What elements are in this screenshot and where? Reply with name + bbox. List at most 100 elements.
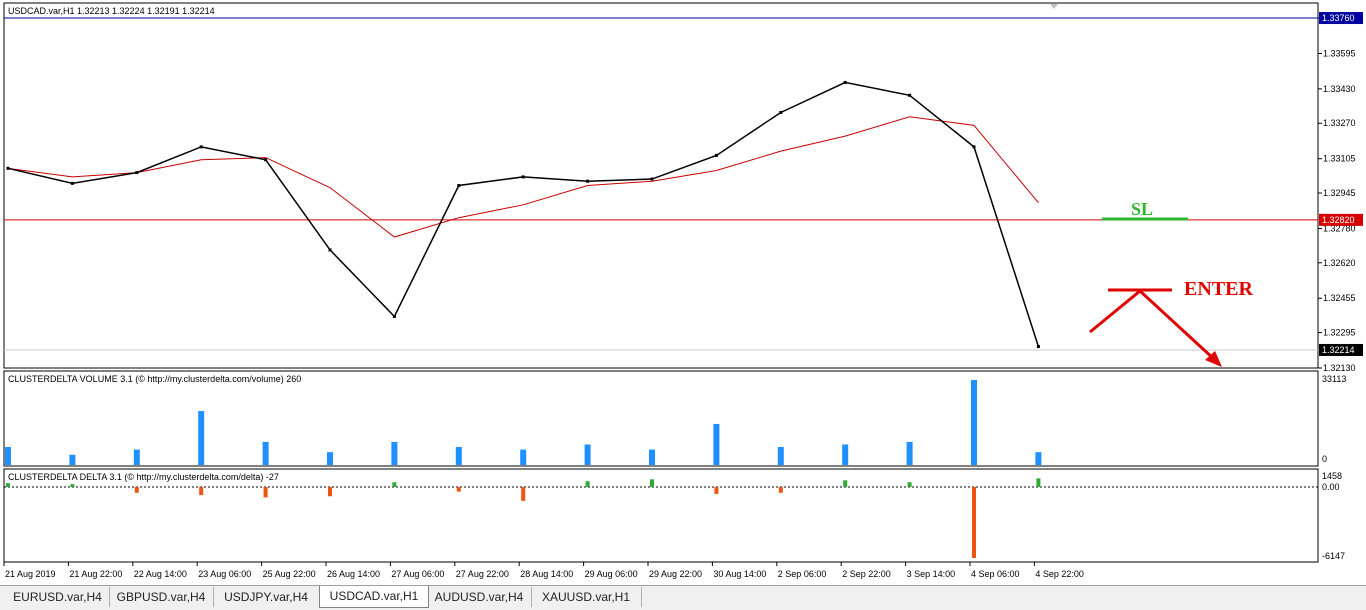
delta-bottom-label: -6147 xyxy=(1322,551,1345,561)
symbol-tab[interactable]: USDJPY.var,H4 xyxy=(213,587,320,607)
volume-bar[interactable] xyxy=(649,449,655,465)
price-point[interactable] xyxy=(328,248,332,252)
delta-bar[interactable] xyxy=(585,481,590,487)
delta-bar[interactable] xyxy=(263,487,268,498)
price-axis-label: 1.33430 xyxy=(1323,84,1356,94)
volume-bar[interactable] xyxy=(520,449,527,465)
price-point[interactable] xyxy=(264,158,268,162)
price-axis-label: 1.32455 xyxy=(1323,293,1356,303)
volume-zero-label: 0 xyxy=(1322,454,1327,464)
volume-max-label: 33113 xyxy=(1322,374,1346,384)
time-axis-label: 27 Aug 06:00 xyxy=(391,569,444,579)
sl-label: SL xyxy=(1131,199,1153,219)
volume-bar[interactable] xyxy=(5,447,11,465)
symbol-tab[interactable]: EURUSD.var,H4 xyxy=(6,587,110,607)
delta-bar[interactable] xyxy=(714,487,719,494)
delta-bar[interactable] xyxy=(328,487,332,497)
moving-average-line[interactable] xyxy=(7,116,1039,238)
time-axis-label: 3 Sep 14:00 xyxy=(907,569,956,579)
price-axis-label: 1.33270 xyxy=(1323,118,1356,128)
price-point[interactable] xyxy=(714,153,718,157)
volume-bar[interactable] xyxy=(391,441,398,465)
volume-bar[interactable] xyxy=(69,454,76,465)
time-axis-label: 21 Aug 2019 xyxy=(5,569,56,579)
price-point[interactable] xyxy=(908,93,912,97)
delta-bar[interactable] xyxy=(972,487,976,558)
red-level-badge-text: 1.32820 xyxy=(1322,215,1355,225)
delta-panel[interactable] xyxy=(3,468,1319,563)
price-axis-label: 1.32620 xyxy=(1323,258,1356,268)
price-point[interactable] xyxy=(457,184,461,187)
price-point[interactable] xyxy=(843,80,847,84)
scroll-marker-icon[interactable] xyxy=(1050,4,1058,9)
volume-bar[interactable] xyxy=(584,444,591,465)
price-axis-label: 1.32295 xyxy=(1323,328,1356,338)
time-axis-label: 22 Aug 14:00 xyxy=(134,569,187,579)
price-point[interactable] xyxy=(779,111,783,114)
volume-panel[interactable] xyxy=(3,370,1319,467)
blue-level-badge-text: 1.33760 xyxy=(1322,13,1355,23)
time-axis-label: 4 Sep 22:00 xyxy=(1035,569,1084,579)
blue-level-badge xyxy=(1319,12,1363,25)
volume-bar[interactable] xyxy=(198,411,205,465)
delta-bar[interactable] xyxy=(199,487,204,496)
price-point[interactable] xyxy=(1036,345,1040,349)
volume-bar[interactable] xyxy=(906,441,913,465)
time-axis-label: 2 Sep 22:00 xyxy=(842,569,891,579)
current-price-badge xyxy=(1319,343,1363,356)
time-axis-label: 25 Aug 22:00 xyxy=(263,569,316,579)
price-point[interactable] xyxy=(6,166,10,170)
time-axis-label: 23 Aug 06:00 xyxy=(198,569,251,579)
chart-area[interactable]: USDCAD.var,H1 1.32213 1.32224 1.32191 1.… xyxy=(0,0,1366,585)
delta-bar[interactable] xyxy=(907,482,912,487)
enter-label: ENTER xyxy=(1184,278,1253,300)
time-axis-label: 29 Aug 06:00 xyxy=(585,569,638,579)
symbol-tab[interactable]: XAUUSD.var,H1 xyxy=(531,587,642,607)
volume-bar[interactable] xyxy=(133,449,140,465)
symbol-tab[interactable]: USDCAD.var,H1 xyxy=(319,586,429,608)
price-point[interactable] xyxy=(135,171,139,175)
time-axis-label: 4 Sep 06:00 xyxy=(971,569,1020,579)
price-axis-label: 1.33105 xyxy=(1323,154,1356,164)
delta-bar[interactable] xyxy=(1036,478,1041,487)
price-point[interactable] xyxy=(521,175,525,179)
volume-bar[interactable] xyxy=(455,447,462,465)
time-axis-label: 21 Aug 22:00 xyxy=(69,569,122,579)
price-axis-label: 1.32945 xyxy=(1323,188,1356,198)
symbol-tab[interactable]: AUDUSD.var,H4 xyxy=(427,587,532,607)
delta-zero-label: 0.00 xyxy=(1322,482,1340,492)
price-point[interactable] xyxy=(586,179,590,183)
red-level-badge xyxy=(1319,213,1363,226)
current-price-badge-text: 1.32214 xyxy=(1322,345,1355,355)
symbol-tab[interactable]: GBPUSD.var,H4 xyxy=(109,587,214,607)
price-axis-label: 1.33595 xyxy=(1323,48,1356,58)
main-price-panel[interactable] xyxy=(3,2,1319,369)
price-point[interactable] xyxy=(392,314,396,318)
time-axis-label: 29 Aug 22:00 xyxy=(649,569,702,579)
price-point[interactable] xyxy=(650,177,654,181)
delta-bar[interactable] xyxy=(650,479,654,487)
volume-bar[interactable] xyxy=(327,452,333,465)
volume-bar[interactable] xyxy=(777,447,784,465)
delta-bar[interactable] xyxy=(70,484,75,487)
price-point[interactable] xyxy=(972,145,976,149)
volume-bar[interactable] xyxy=(842,444,849,465)
price-point[interactable] xyxy=(70,181,74,185)
volume-panel-header: CLUSTERDELTA VOLUME 3.1 (© http://my.clu… xyxy=(8,374,301,384)
time-axis-label: 27 Aug 22:00 xyxy=(456,569,509,579)
volume-bar[interactable] xyxy=(1035,452,1042,465)
time-axis-label: 26 Aug 14:00 xyxy=(327,569,380,579)
delta-panel-header: CLUSTERDELTA DELTA 3.1 (© http://my.clus… xyxy=(8,472,279,482)
volume-bar[interactable] xyxy=(713,423,720,465)
volume-bar[interactable] xyxy=(971,380,977,465)
delta-bar[interactable] xyxy=(843,480,848,487)
time-axis-label: 28 Aug 14:00 xyxy=(520,569,573,579)
delta-bar[interactable] xyxy=(521,487,526,501)
delta-bar[interactable] xyxy=(778,487,783,493)
volume-bar[interactable] xyxy=(262,441,269,465)
price-point[interactable] xyxy=(199,145,203,149)
delta-bar[interactable] xyxy=(6,483,10,487)
delta-bar[interactable] xyxy=(134,487,139,493)
delta-bar[interactable] xyxy=(392,482,397,487)
delta-bar[interactable] xyxy=(456,487,461,492)
